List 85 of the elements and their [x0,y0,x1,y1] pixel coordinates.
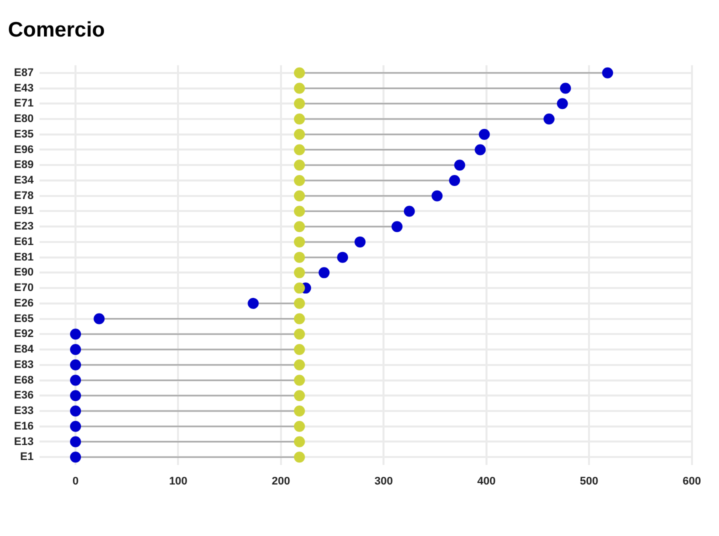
point [337,252,348,263]
point [70,406,82,417]
point [294,390,305,402]
point [70,344,82,356]
y-tick-label: E89 [14,159,34,172]
y-tick-label: E90 [14,266,34,279]
y-tick-label: E87 [14,66,34,79]
point [294,221,305,232]
point [294,298,305,309]
point [294,406,305,417]
point [478,128,490,140]
point [70,390,82,402]
point [318,267,330,278]
y-tick-label: E78 [14,190,34,202]
y-tick-label: E26 [14,297,34,310]
y-tick-label: E70 [14,282,34,294]
point [294,252,305,263]
point [560,82,571,94]
y-tick-label: E81 [14,251,34,264]
y-tick-label: E13 [14,436,34,448]
y-tick-label: E1 [20,451,34,464]
point [248,298,259,309]
point [404,206,415,217]
point [94,313,105,324]
point [449,174,460,186]
y-tick-label: E68 [14,374,34,386]
point [294,344,305,356]
point [432,190,443,202]
point [454,160,466,171]
y-tick-label: E65 [14,312,34,325]
x-tick-label: 400 [477,475,496,488]
point [294,374,305,386]
y-tick-label: E61 [14,236,34,248]
point [294,144,305,156]
x-tick-label: 600 [682,475,702,488]
point [70,328,82,340]
point [354,236,366,248]
point [70,452,82,463]
point [294,82,305,94]
point [474,144,486,156]
point [294,436,305,448]
point [294,206,305,217]
point [70,374,82,386]
y-tick-label: E84 [14,344,34,356]
point [544,113,555,124]
point [294,359,305,370]
x-tick-label: 500 [580,475,598,488]
y-tick-label: E83 [14,358,34,371]
point [392,221,403,232]
point [294,452,305,463]
point [294,267,305,278]
y-tick-label: E96 [14,144,34,156]
y-tick-label: E43 [14,82,34,94]
point [602,67,614,78]
y-tick-label: E16 [14,420,34,432]
point [294,190,305,202]
point [294,128,305,140]
y-tick-label: E23 [14,220,34,233]
point [294,236,305,248]
y-tick-label: E36 [14,390,34,402]
x-tick-label: 100 [169,475,188,488]
point [294,160,305,171]
point [294,113,305,124]
point [294,98,305,110]
y-tick-label: E33 [14,405,34,418]
y-tick-label: E35 [14,128,34,140]
point [556,98,568,110]
x-tick-label: 0 [72,475,79,488]
x-tick-label: 200 [272,475,290,488]
point [70,420,82,432]
y-tick-label: E34 [14,174,34,186]
point [294,174,305,186]
y-tick-label: E92 [14,328,34,340]
point [294,313,305,324]
point [294,420,305,432]
point [70,436,82,448]
y-tick-label: E80 [14,113,34,126]
y-tick-label: E71 [14,98,34,110]
chart-title: Comercio [8,18,105,42]
point [294,282,305,294]
point [294,67,305,78]
y-tick-label: E91 [14,205,34,218]
x-tick-label: 300 [374,475,393,488]
point [294,328,305,340]
point [70,359,82,370]
